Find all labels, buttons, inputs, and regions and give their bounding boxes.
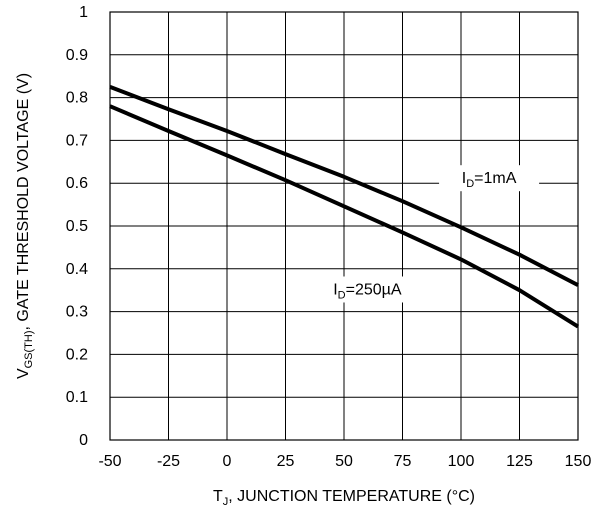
series-label-sub: D	[466, 178, 474, 190]
grid	[109, 11, 579, 441]
y-tick-label: 0.8	[66, 90, 88, 107]
series-line-1	[109, 104, 580, 329]
curves	[109, 85, 580, 329]
plot-frame	[109, 11, 579, 441]
x-tick-label: 150	[565, 453, 592, 470]
y-tick-label: 0.9	[66, 47, 88, 64]
series-label-main: I	[333, 281, 337, 298]
y-tick-label: 0.7	[66, 132, 88, 149]
y-tick-label: 0.5	[66, 218, 88, 235]
x-axis-label-sub: J	[223, 496, 229, 508]
y-tick-label: 0.4	[66, 261, 88, 278]
series-label-rest: =1mA	[474, 170, 517, 187]
x-axis-label-rest: , JUNCTION TEMPERATURE (°C)	[228, 488, 475, 505]
y-tick-label: 0	[79, 432, 88, 449]
x-axis-label: TJ, JUNCTION TEMPERATURE (°C)	[213, 488, 475, 508]
x-tick-label: 50	[335, 453, 353, 470]
series-label-1: ID=250µA	[333, 281, 402, 301]
series-line-0	[109, 85, 579, 287]
x-tick-label: 100	[448, 453, 475, 470]
x-tick-label: 0	[223, 453, 232, 470]
series-label-sub: D	[338, 289, 346, 301]
y-axis-label: VGS(TH), GATE THRESHOLD VOLTAGE (V)	[15, 73, 35, 379]
y-tick-label: 0.2	[66, 346, 88, 363]
y-axis-label-rest: , GATE THRESHOLD VOLTAGE (V)	[15, 73, 32, 331]
series-label-background	[305, 276, 430, 303]
series-label-background	[439, 165, 540, 192]
x-tick-label: 125	[506, 453, 533, 470]
y-axis-label-sub: GS(TH)	[23, 330, 35, 368]
y-tick-label: 1	[79, 4, 88, 21]
x-tick-label: -50	[98, 453, 121, 470]
tick-labels: -50 -25 0 25 50 75 100 125 150 0 0.1 0.2 0.3 0.4 0.5 0.…	[66, 4, 592, 470]
x-tick-label: 75	[394, 453, 412, 470]
series-label-main: I	[462, 170, 466, 187]
x-tick-label: 25	[277, 453, 295, 470]
y-tick-label: 0.1	[66, 389, 88, 406]
y-tick-label: 0.3	[66, 304, 88, 321]
series-label-0: ID=1mA	[462, 170, 517, 190]
x-tick-label: -25	[157, 453, 180, 470]
series-label-rest: =250µA	[346, 281, 402, 298]
y-tick-label: 0.6	[66, 175, 88, 192]
x-axis-label-main: T	[213, 488, 223, 505]
y-axis-label-main: V	[15, 368, 32, 379]
